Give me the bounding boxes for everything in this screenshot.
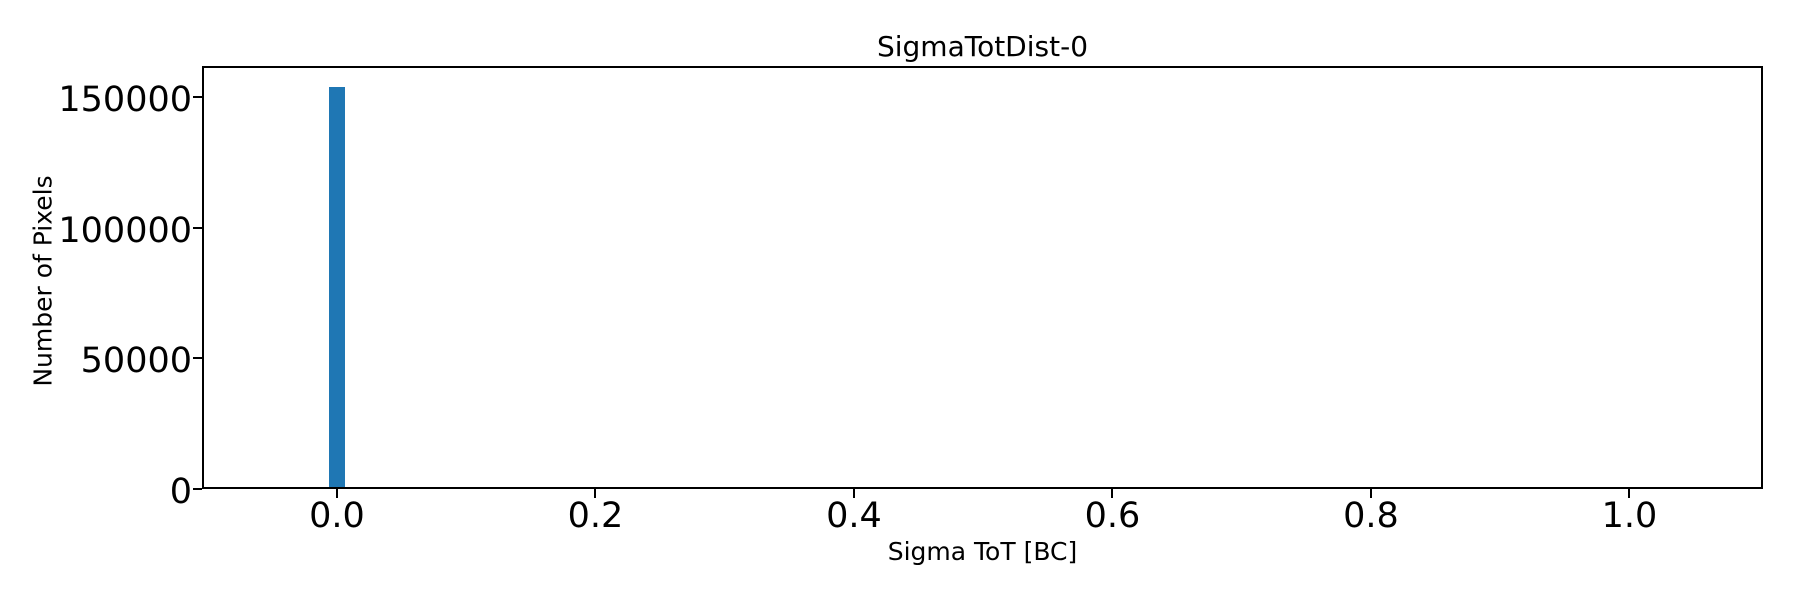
x-tick-label: 1.0: [1601, 496, 1658, 536]
x-tick-label: 0.0: [309, 496, 365, 536]
x-axis-label: Sigma ToT [BC]: [887, 537, 1078, 566]
x-tick-label: 0.2: [567, 496, 624, 536]
x-tick-mark: [852, 489, 855, 498]
x-tick-mark: [1628, 489, 1631, 498]
y-axis-label: Number of Pixels: [28, 175, 58, 387]
x-tick-mark: [1369, 489, 1372, 498]
chart-title: SigmaTotDist-0: [876, 30, 1089, 63]
x-tick-label: 0.4: [826, 496, 882, 536]
y-tick-label: 0: [169, 472, 192, 512]
x-tick-label: 0.6: [1084, 496, 1141, 536]
x-tick-mark: [594, 489, 597, 498]
y-tick-mark: [193, 357, 202, 360]
x-tick-mark: [1111, 489, 1114, 498]
plot-area: [202, 66, 1763, 489]
y-tick-mark: [193, 226, 202, 229]
x-tick-mark: [335, 489, 338, 498]
y-tick-label: 150000: [58, 80, 192, 121]
x-tick-label: 0.8: [1343, 496, 1399, 536]
y-tick-mark: [193, 96, 202, 99]
y-tick-mark: [193, 488, 202, 490]
